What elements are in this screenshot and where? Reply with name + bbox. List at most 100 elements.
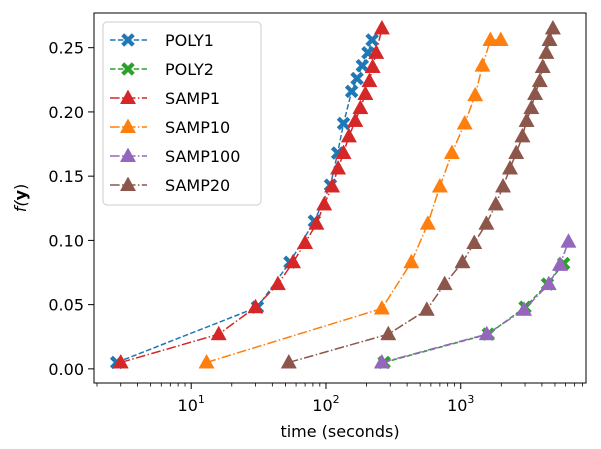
data-point-samp1: [316, 195, 333, 211]
legend-box: [102, 21, 262, 206]
data-point-samp1: [340, 127, 357, 143]
data-point-samp20: [531, 72, 548, 88]
legend-item-samp10: SAMP10: [110, 118, 230, 137]
data-point-samp10: [474, 57, 491, 72]
data-point-samp10: [492, 31, 509, 46]
data-point-samp20: [280, 353, 297, 369]
data-point-poly1: [350, 71, 364, 86]
data-point-samp1: [324, 177, 341, 193]
data-point-samp20: [466, 234, 483, 249]
data-point-samp100: [551, 256, 569, 271]
data-point-samp1: [357, 85, 374, 100]
legend-marker-samp1: [119, 89, 137, 105]
data-point-samp1: [330, 159, 347, 175]
x-tick-label-base: 10: [178, 396, 198, 415]
x-tick-label: 101: [178, 393, 205, 415]
data-point-samp20: [495, 177, 512, 193]
data-point-samp1: [112, 353, 129, 369]
data-point-samp10: [456, 114, 473, 130]
legend-marker-poly1: [121, 33, 135, 47]
series-samp1: [112, 19, 390, 369]
data-point-samp1: [210, 325, 227, 341]
y-axis-label: f(y): [11, 184, 30, 213]
data-point-samp20: [523, 99, 540, 115]
data-point-samp1: [352, 99, 369, 115]
legend-label-samp20: SAMP20: [165, 176, 230, 195]
x-axis-label: time (seconds): [280, 422, 399, 441]
series-line-poly2: [383, 263, 565, 364]
data-point-poly1: [365, 33, 379, 47]
data-point-samp20: [527, 85, 544, 100]
data-point-samp20: [454, 253, 471, 269]
data-point-samp20: [436, 275, 453, 291]
legend-marker-samp100: [119, 147, 137, 163]
data-point-samp100: [516, 301, 533, 316]
y-tick-label: 0.15: [48, 167, 84, 186]
y-tick-label: 0.05: [48, 296, 84, 315]
x-tick-label-base: 10: [312, 396, 332, 415]
data-point-samp1: [285, 253, 302, 269]
series-samp20: [280, 19, 561, 369]
data-point-samp10: [467, 86, 484, 102]
x-tick-label-exponent: 3: [467, 393, 474, 406]
series-poly2: [377, 256, 571, 370]
data-point-samp100: [373, 353, 390, 369]
legend-marker-samp10: [119, 118, 137, 134]
data-point-samp100: [540, 275, 557, 291]
y-axis-label-prefix: f(: [11, 200, 30, 213]
legend-label-samp100: SAMP100: [165, 147, 240, 166]
y-axis-label-suffix: ): [11, 184, 30, 190]
data-point-samp10: [431, 177, 448, 193]
legend-marker-poly2: [121, 62, 135, 76]
x-tick-label-exponent: 1: [198, 393, 205, 406]
data-point-samp20: [487, 195, 504, 211]
legend-item-samp1: SAMP1: [110, 89, 220, 108]
series-samp10: [198, 31, 509, 369]
data-point-samp1: [308, 215, 325, 230]
legend-marker-samp20: [119, 176, 137, 192]
data-point-samp10: [373, 299, 390, 315]
data-point-samp20: [501, 159, 519, 175]
y-axis-label-variable: y: [11, 189, 30, 200]
x-axis: 101 102 103: [96, 383, 583, 415]
data-point-samp1: [247, 298, 264, 314]
y-tick-label: 0.10: [48, 231, 84, 250]
data-point-samp10: [482, 31, 499, 46]
legend-item-poly1: POLY1: [110, 31, 214, 50]
legend-item-samp20: SAMP20: [110, 176, 230, 195]
data-point-samp1: [269, 275, 286, 291]
data-point-samp20: [538, 44, 555, 59]
legend-label-samp1: SAMP1: [165, 89, 220, 108]
y-tick-label: 0.00: [48, 360, 84, 379]
data-point-samp20: [508, 144, 525, 160]
y-tick-label: 0.25: [48, 39, 84, 58]
data-point-samp10: [443, 144, 460, 160]
plot-area-frame: [93, 12, 587, 384]
data-point-samp10: [403, 253, 420, 269]
data-point-poly1: [336, 116, 351, 131]
data-point-samp20: [544, 19, 561, 35]
data-point-samp20: [534, 58, 551, 73]
legend-label-poly1: POLY1: [165, 31, 214, 50]
data-point-samp20: [514, 127, 531, 143]
x-tick-label-exponent: 2: [333, 393, 340, 406]
x-tick-label: 103: [447, 393, 474, 415]
legend-label-poly2: POLY2: [165, 60, 214, 79]
data-point-samp1: [347, 112, 364, 127]
x-tick-label-base: 10: [447, 396, 467, 415]
data-point-samp1: [361, 72, 378, 88]
data-point-samp10: [198, 353, 215, 369]
data-point-samp1: [297, 234, 314, 249]
data-point-samp100: [478, 325, 495, 341]
data-point-samp20: [380, 325, 397, 341]
y-axis: 0.00 0.05 0.10 0.15 0.20 0.25: [48, 39, 94, 379]
legend: POLY1 POLY2 SAMP1 SAMP10 SAMP100 SAMP20: [102, 21, 262, 206]
data-point-samp1: [368, 44, 385, 59]
series-samp100: [373, 233, 577, 369]
data-point-samp10: [419, 215, 436, 230]
legend-item-samp100: SAMP100: [110, 147, 240, 166]
data-point-samp20: [478, 215, 495, 230]
legend-item-poly2: POLY2: [110, 60, 214, 79]
